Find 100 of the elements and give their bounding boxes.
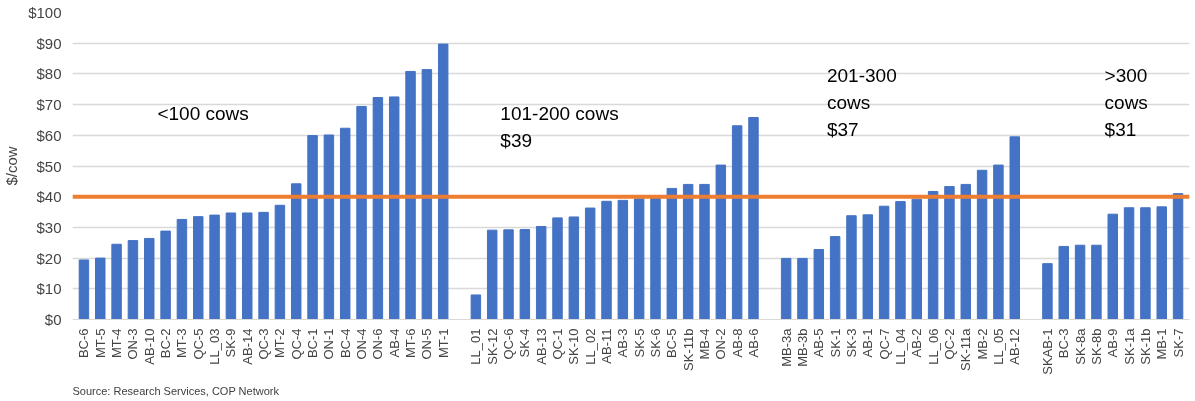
x-tick-label: SK-9: [223, 328, 239, 358]
x-tick-label: BC-3: [1056, 328, 1072, 359]
y-tick-label: $80: [36, 65, 62, 83]
bar: [993, 164, 1004, 320]
bar: [127, 240, 139, 320]
bar: [960, 183, 972, 320]
x-tick-label: QC-3: [256, 328, 272, 360]
x-tick-label: QC-4: [288, 328, 304, 360]
bar: [682, 183, 694, 320]
x-tick-label: AB-4: [386, 328, 402, 358]
bar: [1140, 207, 1151, 320]
bar: [258, 211, 269, 320]
x-tick-label: LL_03: [207, 328, 223, 365]
y-tick-label: $100: [28, 4, 62, 21]
annotation: 201-300 cows $37: [826, 64, 897, 141]
x-tick-label: AB-1: [860, 328, 876, 358]
bar: [519, 229, 531, 320]
x-tick-label: MT-5: [92, 328, 108, 359]
x-tick-label: LL_04: [892, 328, 908, 365]
x-tick-label: MT-3: [174, 328, 190, 359]
bar: [1058, 245, 1069, 320]
bar: [1009, 136, 1020, 320]
bar: [568, 216, 580, 320]
x-tick-label: LL_05: [990, 328, 1006, 365]
y-tick-label: $0: [44, 311, 62, 328]
y-tick-label: $50: [36, 157, 62, 175]
x-tick-label: MB-3b: [794, 328, 810, 367]
x-tick-label: ON-3: [125, 328, 141, 360]
bar: [944, 186, 955, 320]
bar: [405, 70, 416, 320]
x-tick-label: SK-1: [827, 328, 843, 358]
x-tick-label: SK-11b: [680, 328, 696, 371]
bar: [1123, 207, 1135, 320]
x-tick-label: SK-6: [648, 328, 663, 358]
bar: [813, 249, 825, 320]
bar: [176, 218, 188, 320]
x-tick-label: AB-3: [615, 328, 631, 358]
x-tick-label: SKAB-1: [1039, 328, 1055, 375]
x-tick-label: LL_01: [468, 328, 484, 365]
y-tick-label: $30: [36, 218, 62, 236]
bar: [242, 212, 253, 320]
x-tick-label: BC-6: [76, 328, 92, 359]
x-tick-label: AB-11: [599, 328, 614, 364]
bar: [290, 183, 302, 320]
x-tick-label: AB-10: [141, 328, 157, 365]
x-tick-label: BC-5: [664, 328, 680, 359]
bar: [797, 257, 808, 320]
bar: [339, 127, 351, 320]
x-tick-label: MT-4: [109, 328, 125, 359]
bar: [160, 230, 171, 320]
y-axis-title: $/cow: [3, 146, 21, 186]
bar: [144, 237, 155, 320]
bar: [95, 257, 106, 320]
x-tick-label: SK-3: [843, 328, 859, 358]
bar: [388, 96, 400, 320]
x-tick-label: MB-1: [1154, 328, 1170, 360]
x-tick-label: MT-1: [435, 328, 451, 359]
bar: [617, 199, 629, 320]
bar: [193, 216, 204, 320]
y-tick-label: $60: [36, 126, 62, 144]
bar: [780, 257, 792, 320]
bar: [78, 259, 90, 320]
bar: [486, 229, 498, 320]
bar: [699, 183, 710, 320]
y-tick-label: $70: [36, 96, 62, 114]
bar: [715, 164, 727, 320]
source-note: Source: Research Services, COP Network: [72, 384, 280, 397]
y-tick-label: $20: [36, 249, 62, 267]
x-tick-label: MB-4: [696, 328, 712, 360]
y-tick-label: $90: [36, 34, 62, 52]
bar: [209, 214, 220, 320]
x-tick-label: LL_02: [582, 328, 598, 365]
x-tick-label: QC-6: [501, 328, 517, 360]
bar: [862, 214, 874, 320]
x-tick-label: AB-13: [533, 328, 549, 365]
bar: [601, 200, 612, 320]
bar: [470, 294, 482, 320]
x-tick-label: SK-12: [484, 328, 500, 365]
x-tick-label: SK-7: [1170, 328, 1186, 358]
bar: [1107, 213, 1118, 320]
x-tick-label: SK-1a: [1121, 327, 1137, 365]
x-tick-label: BC-4: [337, 328, 353, 359]
x-tick-label: SK-10: [566, 328, 582, 365]
bar: [633, 198, 645, 320]
bar: [307, 135, 318, 320]
x-tick-label: ON-5: [419, 328, 435, 360]
x-tick-label: AB-8: [729, 328, 745, 358]
x-tick-label: SK-1b: [1137, 328, 1153, 365]
annotation: 101-200 cows $39: [500, 103, 619, 152]
bar: [584, 207, 596, 320]
bar: [225, 212, 237, 320]
x-tick-label: MT-6: [403, 328, 419, 359]
bar: [1172, 193, 1184, 320]
x-tick-label: AB-14: [239, 328, 255, 365]
x-tick-label: ON-6: [370, 328, 386, 360]
x-tick-label: ON-1: [321, 328, 337, 360]
bar: [421, 69, 433, 320]
x-tick-label: BC-2: [158, 328, 174, 359]
bar: [666, 187, 678, 320]
x-tick-label: SK-8a: [1072, 327, 1088, 365]
